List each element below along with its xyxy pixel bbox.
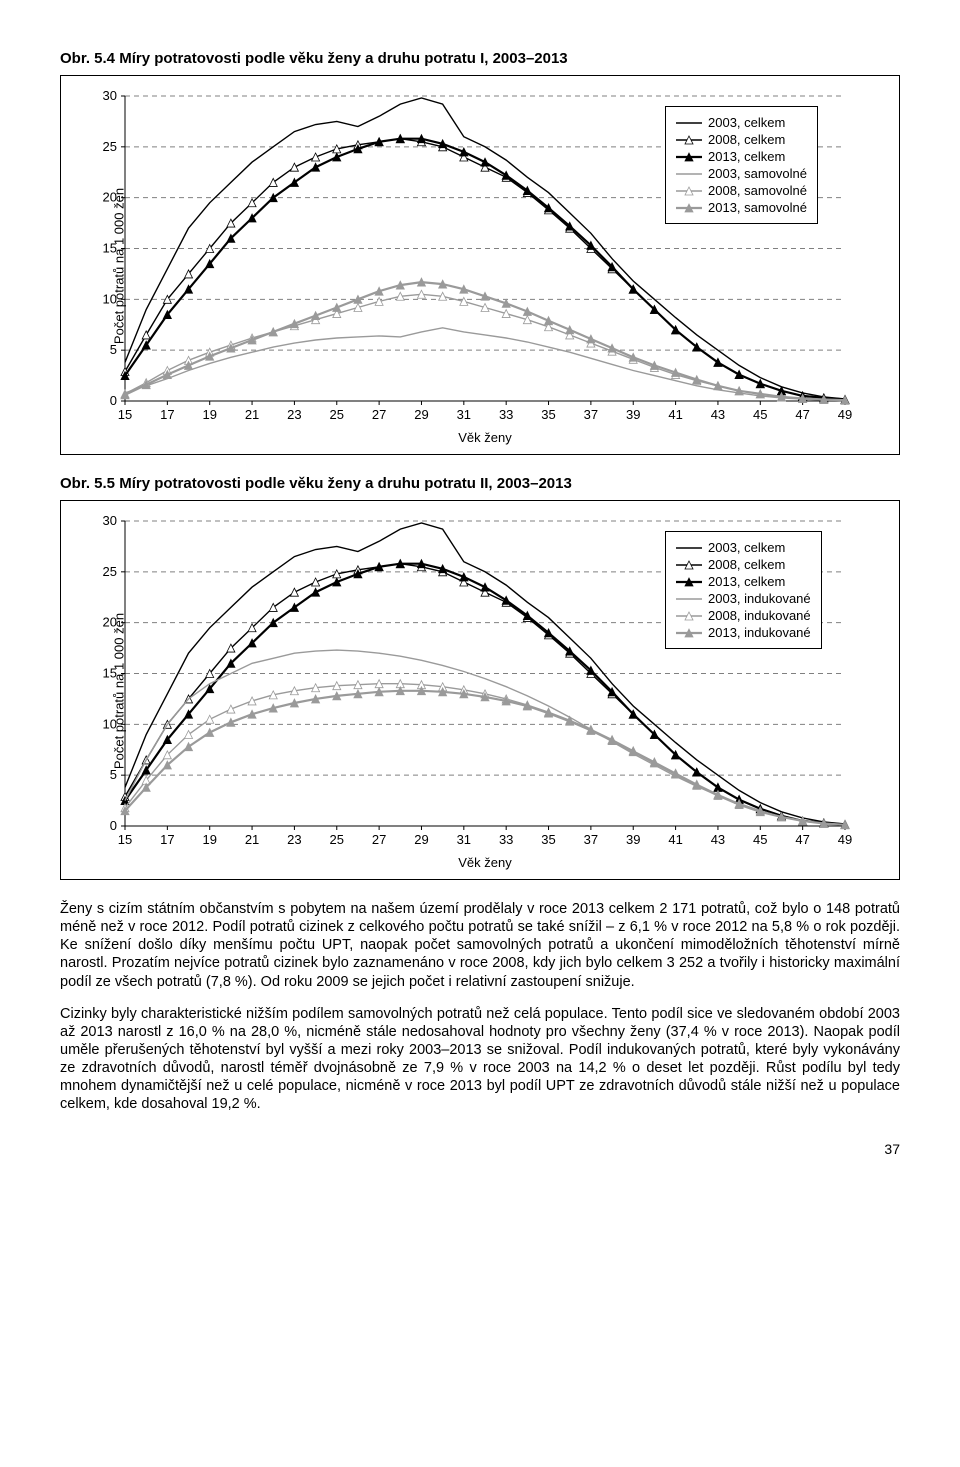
svg-text:49: 49 [838, 832, 852, 847]
legend-item: 2013, celkem [676, 574, 811, 589]
legend-label: 2003, celkem [708, 540, 785, 555]
legend-label: 2008, celkem [708, 557, 785, 572]
legend-item: 2013, celkem [676, 149, 807, 164]
legend-item: 2013, samovolné [676, 200, 807, 215]
chart1-plot: Počet potratů na 1 000 žen05101520253015… [75, 86, 885, 446]
svg-text:39: 39 [626, 407, 640, 422]
legend-label: 2013, celkem [708, 149, 785, 164]
legend-label: 2013, celkem [708, 574, 785, 589]
chart2-title: Obr. 5.5 Míry potratovosti podle věku že… [60, 475, 900, 492]
svg-text:15: 15 [118, 832, 132, 847]
legend-item: 2003, celkem [676, 115, 807, 130]
legend-label: 2003, celkem [708, 115, 785, 130]
svg-text:19: 19 [202, 832, 216, 847]
svg-text:29: 29 [414, 407, 428, 422]
svg-text:23: 23 [287, 407, 301, 422]
svg-text:19: 19 [202, 407, 216, 422]
svg-text:45: 45 [753, 407, 767, 422]
legend-label: 2008, samovolné [708, 183, 807, 198]
legend-item: 2003, celkem [676, 540, 811, 555]
legend-label: 2003, indukované [708, 591, 811, 606]
paragraph-1: Ženy s cizím státním občanstvím s pobyte… [60, 900, 900, 991]
legend: 2003, celkem 2008, celkem 2013, celkem 2003… [665, 106, 818, 224]
legend-item: 2003, indukované [676, 591, 811, 606]
svg-text:30: 30 [103, 88, 117, 103]
svg-text:37: 37 [584, 832, 598, 847]
legend-item: 2003, samovolné [676, 166, 807, 181]
svg-text:23: 23 [287, 832, 301, 847]
svg-text:47: 47 [795, 407, 809, 422]
svg-text:Věk ženy: Věk ženy [458, 855, 512, 870]
svg-text:21: 21 [245, 407, 259, 422]
svg-text:43: 43 [711, 832, 725, 847]
svg-text:35: 35 [541, 832, 555, 847]
svg-text:45: 45 [753, 832, 767, 847]
svg-text:47: 47 [795, 832, 809, 847]
paragraph-2: Cizinky byly charakteristické nižším pod… [60, 1005, 900, 1114]
chart1-title: Obr. 5.4 Míry potratovosti podle věku že… [60, 50, 900, 67]
svg-text:41: 41 [668, 832, 682, 847]
svg-text:17: 17 [160, 407, 174, 422]
svg-text:27: 27 [372, 407, 386, 422]
svg-text:15: 15 [118, 407, 132, 422]
svg-text:31: 31 [457, 832, 471, 847]
svg-text:5: 5 [110, 767, 117, 782]
svg-text:33: 33 [499, 407, 513, 422]
svg-text:25: 25 [330, 407, 344, 422]
svg-text:0: 0 [110, 818, 117, 833]
svg-text:0: 0 [110, 393, 117, 408]
legend: 2003, celkem 2008, celkem 2013, celkem 2003… [665, 531, 822, 649]
svg-text:49: 49 [838, 407, 852, 422]
svg-text:43: 43 [711, 407, 725, 422]
svg-text:5: 5 [110, 342, 117, 357]
svg-text:39: 39 [626, 832, 640, 847]
page-number: 37 [60, 1141, 900, 1157]
legend-item: 2008, samovolné [676, 183, 807, 198]
chart1-container: Počet potratů na 1 000 žen05101520253015… [60, 75, 900, 455]
legend-label: 2013, samovolné [708, 200, 807, 215]
svg-text:31: 31 [457, 407, 471, 422]
chart2-plot: Počet potratů na 1 000 žen05101520253015… [75, 511, 885, 871]
svg-text:21: 21 [245, 832, 259, 847]
svg-text:25: 25 [103, 564, 117, 579]
svg-text:25: 25 [103, 139, 117, 154]
svg-text:17: 17 [160, 832, 174, 847]
legend-item: 2013, indukované [676, 625, 811, 640]
svg-text:33: 33 [499, 832, 513, 847]
svg-text:25: 25 [330, 832, 344, 847]
chart2-container: Počet potratů na 1 000 žen05101520253015… [60, 500, 900, 880]
y-axis-label: Počet potratů na 1 000 žen [112, 188, 127, 344]
svg-text:30: 30 [103, 513, 117, 528]
body-text: Ženy s cizím státním občanstvím s pobyte… [60, 900, 900, 1113]
svg-text:29: 29 [414, 832, 428, 847]
legend-label: 2003, samovolné [708, 166, 807, 181]
svg-text:37: 37 [584, 407, 598, 422]
y-axis-label: Počet potratů na 1 000 žen [112, 613, 127, 769]
legend-item: 2008, indukované [676, 608, 811, 623]
svg-text:41: 41 [668, 407, 682, 422]
svg-text:35: 35 [541, 407, 555, 422]
legend-label: 2008, celkem [708, 132, 785, 147]
legend-item: 2008, celkem [676, 557, 811, 572]
legend-label: 2008, indukované [708, 608, 811, 623]
legend-item: 2008, celkem [676, 132, 807, 147]
svg-text:27: 27 [372, 832, 386, 847]
legend-label: 2013, indukované [708, 625, 811, 640]
svg-text:Věk ženy: Věk ženy [458, 430, 512, 445]
